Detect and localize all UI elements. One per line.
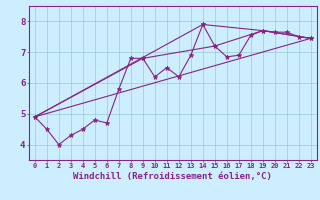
X-axis label: Windchill (Refroidissement éolien,°C): Windchill (Refroidissement éolien,°C) <box>73 172 272 181</box>
